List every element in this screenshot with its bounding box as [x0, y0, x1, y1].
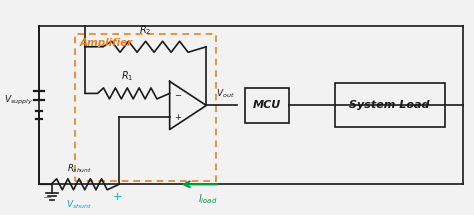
Text: System Load: System Load — [349, 100, 430, 111]
Text: $-$: $-$ — [42, 191, 52, 201]
Bar — [335, 83, 445, 127]
Text: Amplifier: Amplifier — [79, 38, 133, 48]
Text: $+$: $+$ — [174, 112, 182, 123]
Bar — [245, 88, 289, 123]
Text: $+$: $+$ — [112, 191, 122, 202]
Text: $R_2$: $R_2$ — [139, 23, 152, 37]
Text: $R_{shunt}$: $R_{shunt}$ — [66, 163, 91, 175]
Text: $V_{shunt}$: $V_{shunt}$ — [66, 199, 92, 212]
Text: $V_{supply}$: $V_{supply}$ — [4, 94, 34, 107]
Text: $I_{load}$: $I_{load}$ — [198, 193, 218, 206]
Text: MCU: MCU — [253, 100, 281, 111]
Text: $R_1$: $R_1$ — [121, 69, 134, 83]
Bar — [75, 34, 217, 181]
Text: $-$: $-$ — [174, 89, 182, 98]
Text: $V_{out}$: $V_{out}$ — [216, 88, 235, 100]
